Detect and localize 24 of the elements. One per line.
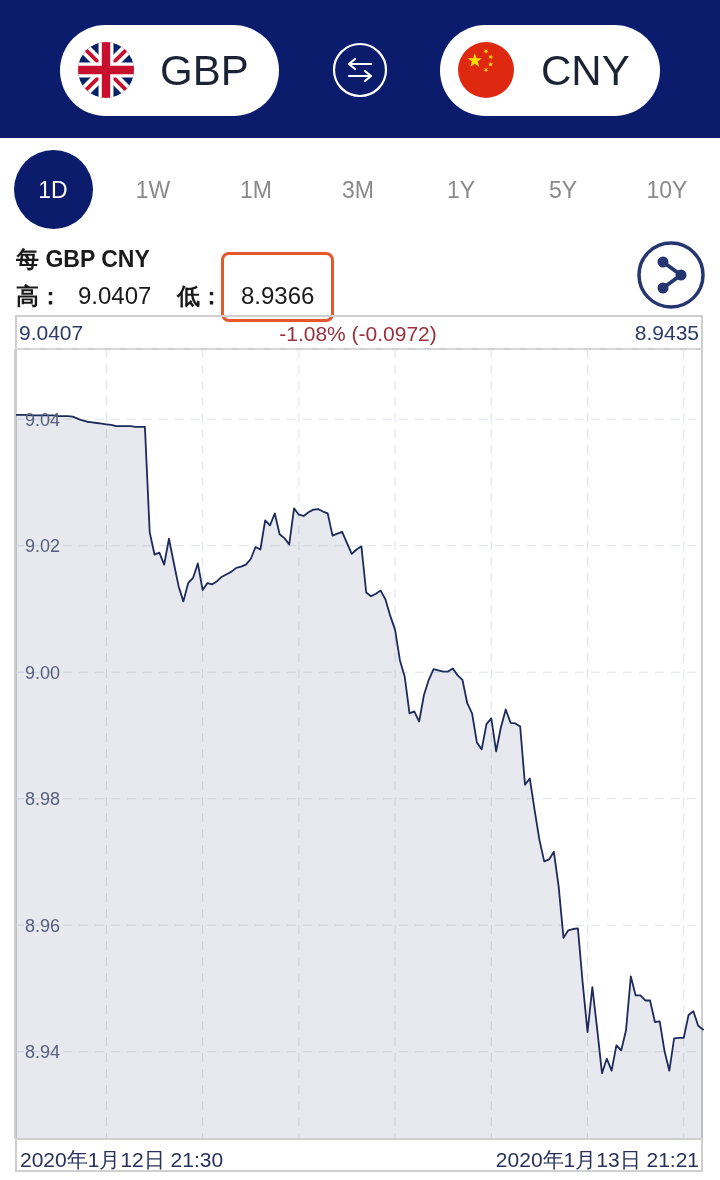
text: 10Y — [645, 176, 689, 205]
text: 9.0407 — [19, 320, 84, 346]
y-tick-label: 8.96 — [25, 915, 61, 936]
text: GBP — [160, 46, 249, 96]
text: 9.0407 — [78, 281, 152, 311]
text: 8.9435 — [633, 320, 699, 346]
text: -1.08% (-0.0972) — [278, 321, 438, 347]
text: 1M — [239, 176, 273, 205]
chart-title: 每 GBP CNY — [16, 245, 150, 274]
y-tick-label: 8.94 — [25, 1042, 61, 1063]
text: 2020年1月12日 21:30 — [20, 1147, 224, 1173]
y-tick-label: 8.98 — [25, 789, 61, 810]
y-tick-label: 9.02 — [25, 536, 61, 557]
text: 8.9366 — [241, 281, 315, 311]
text: 3M — [341, 176, 375, 205]
text: 1W — [134, 176, 172, 205]
y-tick-label: 9.00 — [25, 662, 61, 683]
text: 低： — [177, 282, 223, 311]
text: 1D — [37, 176, 69, 205]
text: 高： — [16, 282, 62, 311]
text: 1Y — [445, 176, 477, 205]
text: 2020年1月13日 21:21 — [495, 1147, 699, 1173]
text: 5Y — [547, 176, 579, 205]
text: CNY — [541, 46, 630, 96]
